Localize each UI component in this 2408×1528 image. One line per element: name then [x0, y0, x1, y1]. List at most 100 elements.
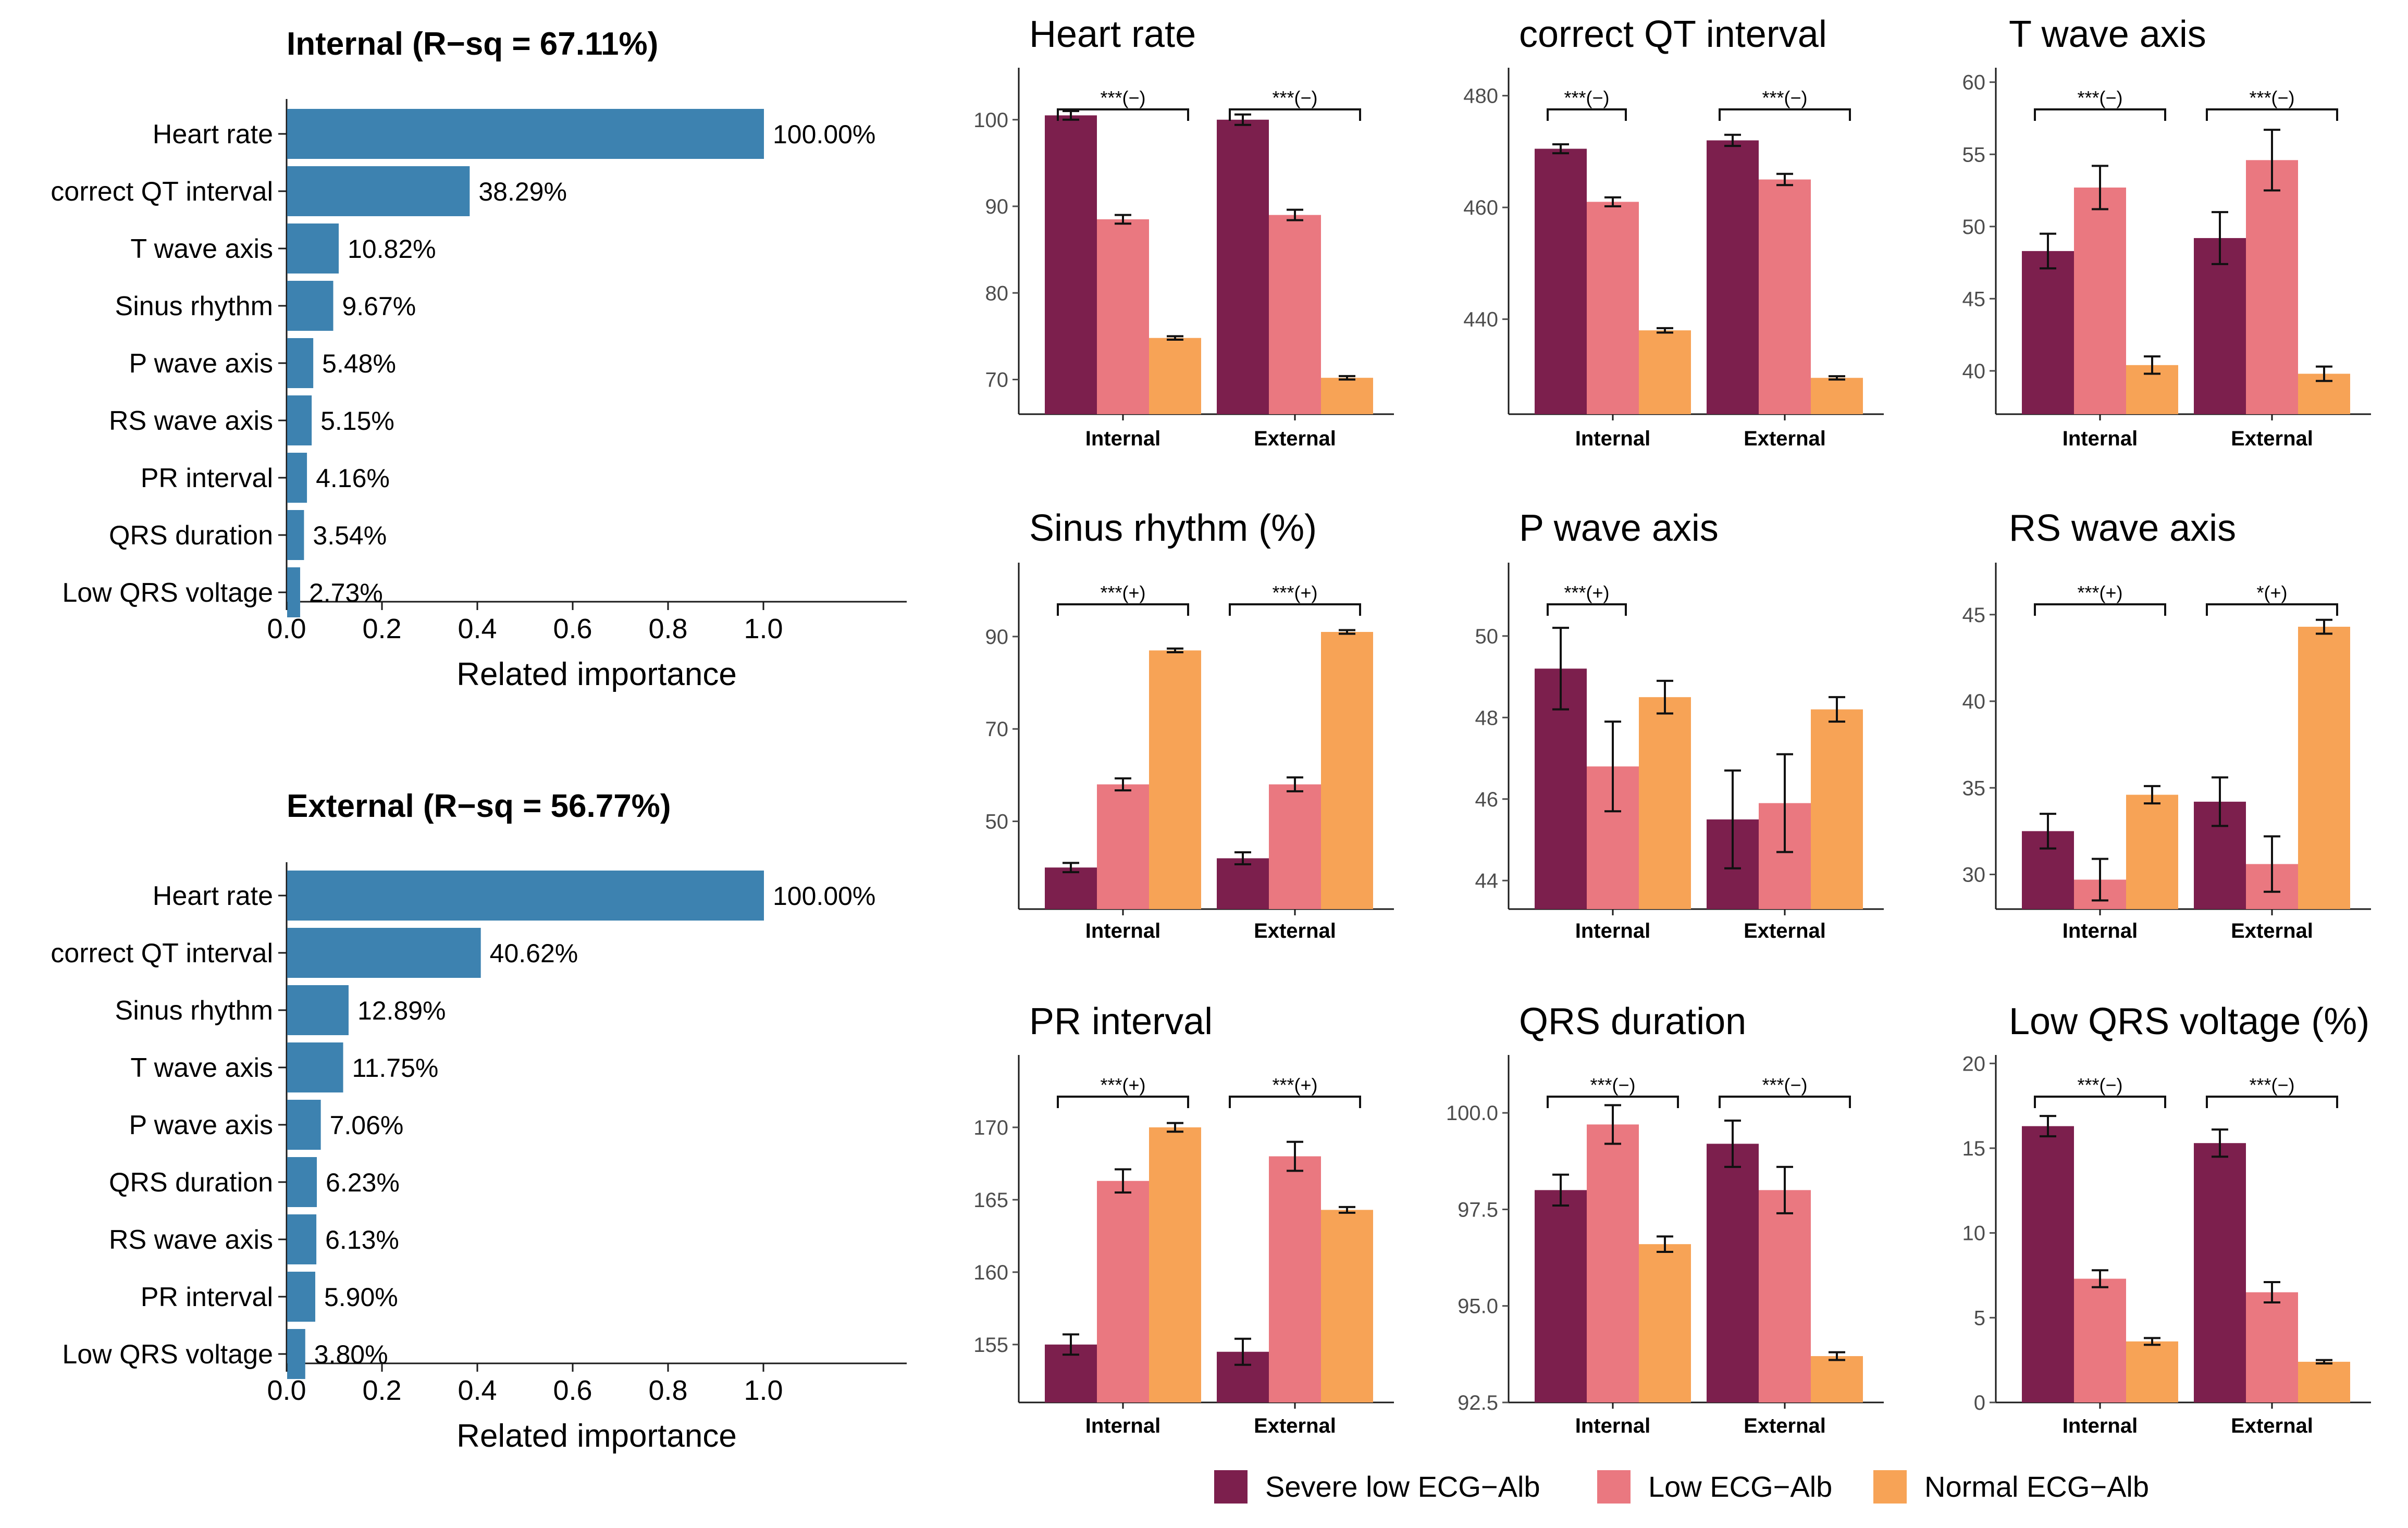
panel-y-tick-label: 46	[1475, 788, 1499, 811]
panel-y-tick-label: 92.5	[1458, 1392, 1498, 1414]
importance-bar-sinus-rhythm	[287, 281, 334, 331]
significance-bracket	[1547, 108, 1627, 121]
bar-panel-low-qrs-voltage: Low QRS voltage (%) 0 5 10 15 20 Internal Exter…	[1962, 1001, 2371, 1437]
panel-y-tick-label: 100.0	[1446, 1102, 1498, 1125]
bar-severe-low-ecg-alb-external	[2194, 238, 2246, 414]
importance-x-tick-label: 0.8	[648, 1375, 687, 1406]
significance-bracket	[1229, 603, 1361, 616]
significance-label: ***(+)	[1100, 582, 1145, 603]
panel-y-tick-label: 50	[985, 811, 1009, 834]
bar-low-ecg-alb-external	[1759, 1190, 1811, 1402]
importance-bar-correct-qt-interval	[287, 166, 470, 216]
panel-category-label: External	[2231, 1414, 2313, 1437]
significance-label: ***(−)	[2249, 1074, 2294, 1096]
significance-bracket	[2034, 1096, 2166, 1108]
panel-category-label: External	[2231, 427, 2313, 450]
importance-data-label: 5.48%	[322, 349, 396, 378]
importance-category-label: PR interval	[141, 1282, 273, 1312]
panel-category-label: External	[1744, 1414, 1826, 1437]
importance-category-label: P wave axis	[129, 1110, 273, 1140]
bar-normal-ecg-alb-external	[1811, 1356, 1863, 1402]
importance-data-label: 6.23%	[326, 1168, 400, 1197]
panel-title: T wave axis	[2009, 14, 2206, 55]
importance-x-tick-label: 1.0	[744, 1375, 783, 1406]
significance-bracket	[1229, 1096, 1361, 1108]
importance-bar-sinus-rhythm	[287, 985, 349, 1035]
significance-bracket	[2206, 108, 2338, 121]
bar-normal-ecg-alb-internal	[1639, 1244, 1691, 1402]
significance-bracket	[2034, 603, 2166, 616]
importance-category-label: Low QRS voltage	[62, 578, 273, 608]
bar-normal-ecg-alb-internal	[1149, 338, 1201, 414]
significance-label: ***(+)	[1100, 1074, 1145, 1096]
importance-bar-rs-wave-axis	[287, 1214, 317, 1264]
bar-normal-ecg-alb-external	[1321, 1210, 1373, 1402]
panel-title: RS wave axis	[2009, 507, 2236, 549]
bar-severe-low-ecg-alb-external	[1217, 858, 1269, 909]
importance-panel-external: External (R−sq = 56.77%) Heart rate 100.00…	[51, 788, 907, 1454]
importance-bar-correct-qt-interval	[287, 928, 481, 978]
panel-y-tick-label: 97.5	[1458, 1198, 1498, 1221]
significance-bracket	[1719, 1096, 1851, 1108]
panel-title: Low QRS voltage (%)	[2009, 1001, 2369, 1042]
importance-x-tick-label: 0.4	[458, 1375, 497, 1406]
importance-bar-pr-interval	[287, 453, 307, 503]
significance-bracket	[2206, 603, 2338, 616]
bar-low-ecg-alb-internal	[1097, 219, 1149, 414]
panel-title: P wave axis	[1519, 507, 1719, 549]
bar-panel-heart-rate: Heart rate 70 80 90 100 Internal External ***(−…	[973, 14, 1394, 450]
significance-label: ***(+)	[2077, 582, 2122, 603]
importance-data-label: 2.73%	[309, 578, 383, 607]
bar-normal-ecg-alb-internal	[1149, 650, 1201, 909]
panel-category-label: Internal	[2063, 920, 2138, 942]
bar-severe-low-ecg-alb-external	[1707, 140, 1759, 414]
significance-bracket	[2206, 1096, 2338, 1108]
significance-bracket	[1229, 108, 1361, 121]
importance-data-label: 5.90%	[324, 1283, 398, 1312]
panel-y-tick-label: 160	[973, 1261, 1008, 1284]
panel-category-label: Internal	[1085, 920, 1160, 942]
importance-bar-t-wave-axis	[287, 223, 339, 274]
significance-label: ***(−)	[1100, 87, 1145, 108]
significance-label: ***(−)	[1590, 1074, 1635, 1096]
panel-category-label: Internal	[1575, 920, 1650, 942]
panel-title: Heart rate	[1029, 14, 1196, 55]
importance-category-label: Heart rate	[153, 119, 273, 150]
importance-category-label: RS wave axis	[109, 1225, 273, 1255]
panel-y-tick-label: 440	[1463, 308, 1498, 331]
bar-panel-p-wave-axis: P wave axis 44 46 48 50 Internal External ***(+…	[1475, 507, 1884, 942]
panel-category-label: External	[1254, 1414, 1336, 1437]
legend-label: Severe low ECG−Alb	[1265, 1470, 1540, 1503]
bar-normal-ecg-alb-external	[1321, 378, 1373, 414]
legend-swatch-severe-low-ecg-alb	[1214, 1470, 1248, 1504]
bar-severe-low-ecg-alb-external	[2194, 1143, 2246, 1402]
importance-category-label: QRS duration	[109, 520, 273, 551]
bar-low-ecg-alb-internal	[1097, 1181, 1149, 1402]
bar-severe-low-ecg-alb-internal	[2022, 1126, 2074, 1402]
importance-x-tick-label: 1.0	[744, 613, 783, 644]
significance-bracket	[1547, 603, 1627, 616]
panel-y-tick-label: 480	[1463, 85, 1498, 108]
importance-category-label: Low QRS voltage	[62, 1339, 273, 1370]
bar-low-ecg-alb-internal	[1587, 1124, 1639, 1402]
importance-category-label: T wave axis	[130, 1053, 273, 1083]
panel-y-tick-label: 40	[1962, 690, 1986, 713]
panel-category-label: External	[1744, 920, 1826, 942]
panel-y-tick-label: 170	[973, 1116, 1008, 1139]
importance-x-tick-label: 0.8	[648, 613, 687, 644]
bar-low-ecg-alb-external	[2246, 1292, 2298, 1402]
importance-x-tick-label: 0.0	[267, 613, 306, 644]
importance-data-label: 9.67%	[342, 292, 416, 321]
bar-low-ecg-alb-internal	[2074, 187, 2126, 414]
panel-y-tick-label: 70	[985, 369, 1009, 392]
importance-category-label: Heart rate	[153, 881, 273, 911]
bar-severe-low-ecg-alb-internal	[2022, 251, 2074, 414]
panel-y-tick-label: 48	[1475, 706, 1499, 729]
importance-category-label: Sinus rhythm	[115, 291, 273, 321]
importance-data-label: 12.89%	[357, 996, 446, 1025]
panel-title: correct QT interval	[1519, 14, 1827, 55]
panel-y-tick-label: 5	[1974, 1307, 1985, 1330]
importance-panel-internal: Internal (R−sq = 67.11%) Heart rate 100.00…	[51, 26, 907, 692]
